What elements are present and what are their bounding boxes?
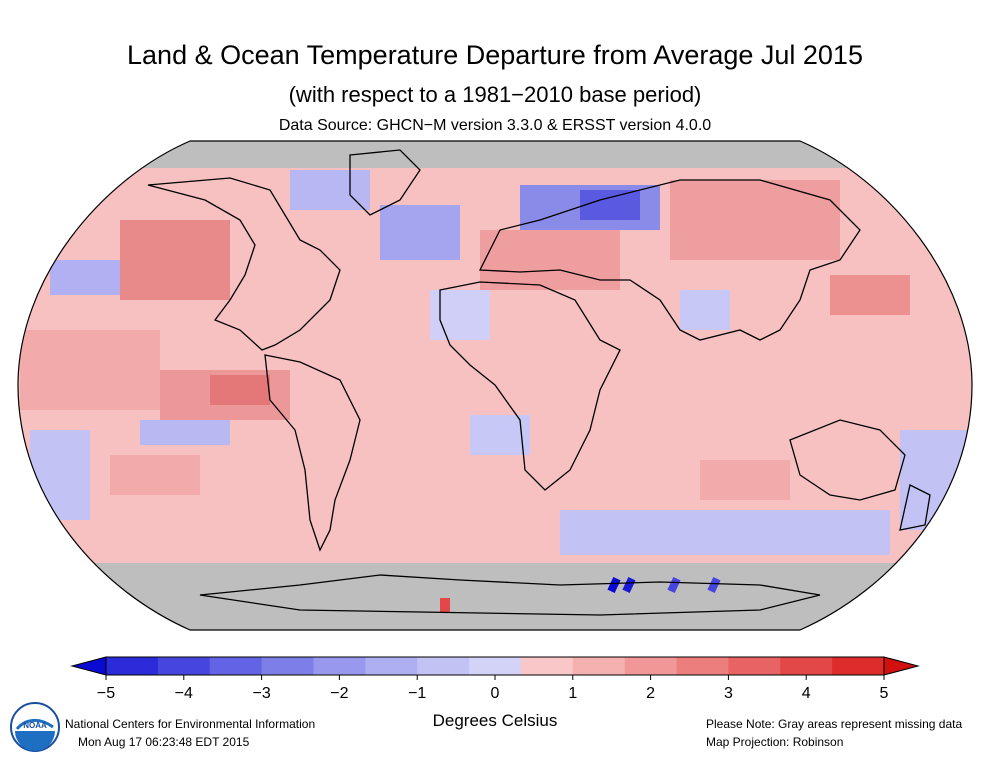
warm-spot: [440, 598, 450, 612]
warm-indian-south: [700, 460, 790, 500]
cool-greenland-sea: [290, 170, 370, 210]
colorbar-tick-label: 4: [802, 685, 811, 702]
cold-spot: [607, 576, 621, 594]
colorbar-swatch: [157, 657, 211, 675]
colorbar-tick-label: 3: [724, 685, 733, 702]
colorbar-tick-label: 1: [568, 685, 577, 702]
colorbar-frame: [105, 656, 885, 676]
colorbar-tick-label: −1: [408, 685, 426, 702]
colorbar-arrow-high: [883, 656, 920, 676]
cool-tibet: [680, 290, 730, 330]
world-map: [17, 140, 973, 631]
timestamp: Mon Aug 17 06:23:48 EDT 2015: [78, 735, 250, 749]
cold-spot: [707, 576, 721, 594]
missing-arctic: [18, 141, 972, 168]
colorbar-swatch: [209, 657, 263, 675]
missing-antarctic: [18, 563, 972, 630]
data-source: Data Source: GHCN−M version 3.3.0 & ERSS…: [278, 117, 712, 134]
warm-enso-core: [210, 375, 270, 405]
colorbar-tick-label: −3: [252, 685, 270, 702]
colorbar-tick-label: 0: [491, 685, 500, 702]
map-border: [17, 140, 973, 631]
warm-siberia: [670, 180, 840, 260]
warm-japan: [830, 275, 910, 315]
missing-data-note: Please Note: Gray areas represent missin…: [706, 717, 963, 731]
warm-europe: [480, 230, 620, 290]
cool-russia-core: [580, 190, 640, 220]
cool-east-atlantic: [430, 290, 490, 340]
colorbar-swatch: [624, 657, 678, 675]
warm-south-pacific: [110, 455, 200, 495]
warm-central-pacific: [20, 330, 160, 410]
cool-tasman: [900, 430, 970, 530]
noaa-logo-icon: NOAA: [10, 702, 60, 752]
org-name: National Centers for Environmental Infor…: [65, 717, 316, 731]
colorbar-swatch: [106, 657, 159, 675]
projection-label: Map Projection: Robinson: [706, 735, 844, 749]
colorbar-swatch: [469, 657, 522, 675]
map-title: Land & Ocean Temperature Departure from …: [127, 40, 863, 70]
colorbar-units: Degrees Celsius: [432, 711, 558, 730]
colorbar-tick-label: 2: [646, 685, 655, 702]
map-subtitle: (with respect to a 1981−2010 base period…: [288, 82, 702, 107]
cool-north-atlantic: [380, 205, 460, 260]
warm-pacific-north: [120, 220, 230, 300]
colorbar-tick-label: −5: [97, 685, 115, 702]
colorbar-swatch: [832, 657, 885, 675]
colorbar-ticks: −5 −4 −3 −2 −1 0 1 2 3 4 5: [97, 675, 889, 702]
cool-southern-ocean: [560, 510, 890, 555]
cold-spot: [667, 576, 681, 594]
cold-spot: [622, 576, 636, 594]
noaa-logo-text: NOAA: [23, 721, 47, 730]
colorbar-swatch: [676, 657, 729, 675]
colorbar-swatch: [417, 657, 470, 675]
cool-west-pacific-south: [30, 430, 90, 520]
coastlines: [147, 149, 931, 616]
colorbar-arrow-low: [70, 656, 107, 676]
colorbar-tick-label: 5: [880, 685, 889, 702]
colorbar-tick-label: −4: [175, 685, 193, 702]
colorbar-swatch: [780, 657, 833, 675]
colorbar-swatch: [261, 657, 314, 675]
colorbar-swatch: [520, 657, 574, 675]
colorbar-swatches: [70, 656, 920, 676]
colorbar-swatch: [572, 657, 626, 675]
colorbar-swatch: [313, 657, 366, 675]
cool-aleutian: [50, 260, 120, 295]
anomaly-field: [18, 141, 972, 630]
colorbar-swatch: [365, 657, 418, 675]
colorbar-tick-label: −2: [330, 685, 348, 702]
colorbar-swatch: [728, 657, 781, 675]
cool-south-east-pacific: [140, 420, 230, 445]
